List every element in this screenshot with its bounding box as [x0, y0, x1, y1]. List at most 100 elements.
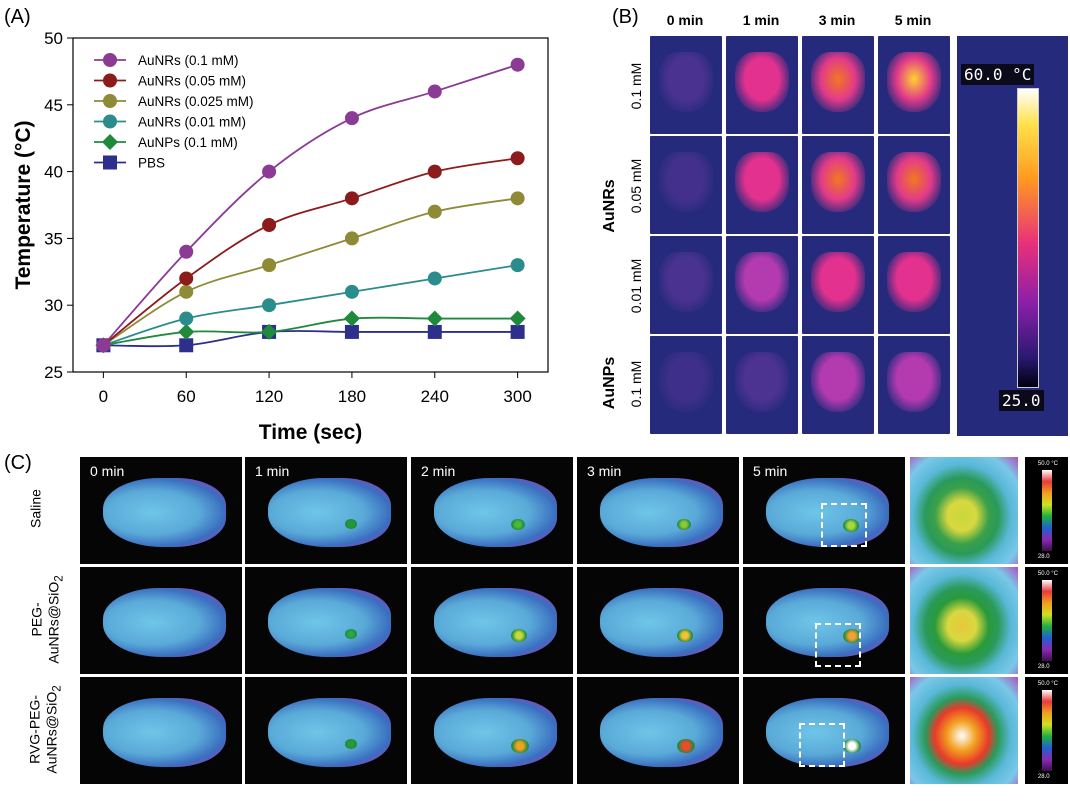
mouse-body: [102, 588, 226, 657]
thermal-tube-image: [726, 336, 798, 434]
y-tick-label: 40: [44, 163, 63, 182]
legend-entry: PBS: [138, 156, 165, 171]
thermal-tube-image: [726, 36, 798, 134]
mouse-body: [765, 588, 889, 657]
mini-scale-min: 28.0: [1037, 554, 1050, 560]
tube-heat-glow: [810, 51, 866, 113]
x-tick-label: 120: [255, 387, 283, 406]
mouse-thermal-image: [577, 677, 739, 784]
data-point: [344, 191, 359, 206]
thermal-tube-image: [802, 136, 874, 234]
data-point: [510, 57, 525, 72]
mini-colour-scale: 50.0 °C 28.0: [1025, 567, 1068, 674]
column-label-0min: 0 min: [666, 12, 704, 28]
mouse-thermal-image: [80, 677, 242, 784]
thermal-tube-image: [650, 336, 722, 434]
data-point: [426, 310, 443, 327]
data-point: [510, 324, 525, 339]
mouse-body: [433, 698, 557, 767]
legend-marker: [103, 73, 117, 88]
data-point: [261, 323, 278, 340]
x-tick-label: 180: [338, 387, 366, 406]
scale-max-label: 60.0 °C: [961, 64, 1035, 85]
zoomed-hotspot-image: [910, 457, 1018, 564]
legend-marker: [103, 94, 117, 108]
hotspot: [677, 519, 692, 531]
mouse-body: [599, 478, 723, 547]
mouse-thermal-image: [245, 567, 407, 674]
y-axis-title: Temperature (°C): [12, 120, 35, 289]
data-point: [96, 338, 111, 353]
data-point: [344, 231, 359, 246]
x-tick-label: 60: [177, 387, 196, 406]
tube-heat-glow: [810, 351, 866, 413]
mouse-body: [433, 478, 557, 547]
thermal-tube-image: [650, 136, 722, 234]
hotspot: [843, 739, 862, 754]
data-point: [179, 271, 194, 286]
thermal-tube-panel: 0 min 1 min 3 min 5 min 0.1 mM 0.05 mM 0…: [601, 12, 1068, 436]
scale-gradient-bar: [1017, 88, 1039, 388]
data-point: [179, 244, 194, 259]
data-point: [427, 164, 442, 179]
tube-heat-glow: [810, 251, 866, 313]
mouse-body: [102, 698, 226, 767]
legend-entry: AuNRs (0.05 mM): [138, 74, 246, 89]
legend-entry: AuNRs (0.1 mM): [138, 53, 239, 68]
mini-scale-bar: [1042, 579, 1052, 662]
tube-heat-glow: [658, 51, 714, 113]
data-point: [343, 310, 360, 327]
legend-entry: AuNPs (0.1 mM): [138, 135, 238, 150]
mini-scale-min: 28.0: [1037, 664, 1050, 670]
thermal-tube-image: [878, 336, 950, 434]
mouse-thermal-image: [577, 567, 739, 674]
mouse-thermal-image: 1 min: [245, 457, 407, 564]
thermal-tube-image: [802, 36, 874, 134]
series-line: [102, 197, 518, 347]
mini-colour-scale: 50.0 °C 28.0: [1025, 677, 1068, 784]
data-point: [427, 271, 442, 286]
mouse-thermal-image: [743, 567, 905, 674]
y-tick-label: 50: [44, 29, 63, 48]
mouse-body: [267, 588, 391, 657]
time-label: 2 min: [421, 463, 456, 479]
plot-frame: [72, 37, 549, 373]
temperature-chart: 25 30 35 40 45 50 0 60 120 180 240 300 Time (sec) Tem…: [12, 29, 549, 444]
zoomed-hotspot-image: [910, 677, 1018, 784]
row-label-rvg-peg-aunrs: RVG-PEG- AuNRs@SiO2: [27, 659, 66, 799]
mouse-thermal-image: [411, 677, 573, 784]
thermal-tube-image: [802, 336, 874, 434]
mouse-thermal-image: [411, 567, 573, 674]
data-point: [262, 298, 277, 313]
temperature-colour-scale: 60.0 °C 25.0: [957, 36, 1068, 436]
mouse-thermal-image: 2 min: [411, 457, 573, 564]
hotspot: [843, 519, 860, 532]
row-label-rvg-subscript: 2: [50, 685, 64, 692]
y-tick-label: 25: [44, 363, 63, 382]
y-tick-label: 35: [44, 229, 63, 248]
legend-entry: AuNRs (0.01 mM): [138, 115, 246, 130]
x-tick-label: 300: [503, 387, 531, 406]
zoomed-hotspot-image: [910, 567, 1018, 674]
mini-scale-bar: [1042, 689, 1052, 772]
x-tick-label: 0: [99, 387, 108, 406]
tube-heat-glow: [734, 251, 790, 313]
row-label-saline: Saline: [27, 489, 44, 528]
data-point: [427, 324, 442, 339]
series-line: [102, 157, 518, 346]
mouse-body: [765, 698, 889, 767]
mouse-body: [433, 588, 557, 657]
tube-heat-glow: [658, 151, 714, 213]
legend-marker: [103, 53, 117, 67]
tube-heat-glow: [734, 151, 790, 213]
data-point: [510, 191, 525, 206]
zoom-region-box: [821, 503, 867, 547]
row-label-peg-line1: PEG-: [28, 602, 45, 637]
data-point: [509, 310, 526, 327]
tube-heat-glow: [734, 51, 790, 113]
hotspot: [677, 739, 696, 754]
data-point: [510, 258, 525, 273]
mouse-thermal-image: [743, 677, 905, 784]
hotspot: [843, 629, 862, 644]
